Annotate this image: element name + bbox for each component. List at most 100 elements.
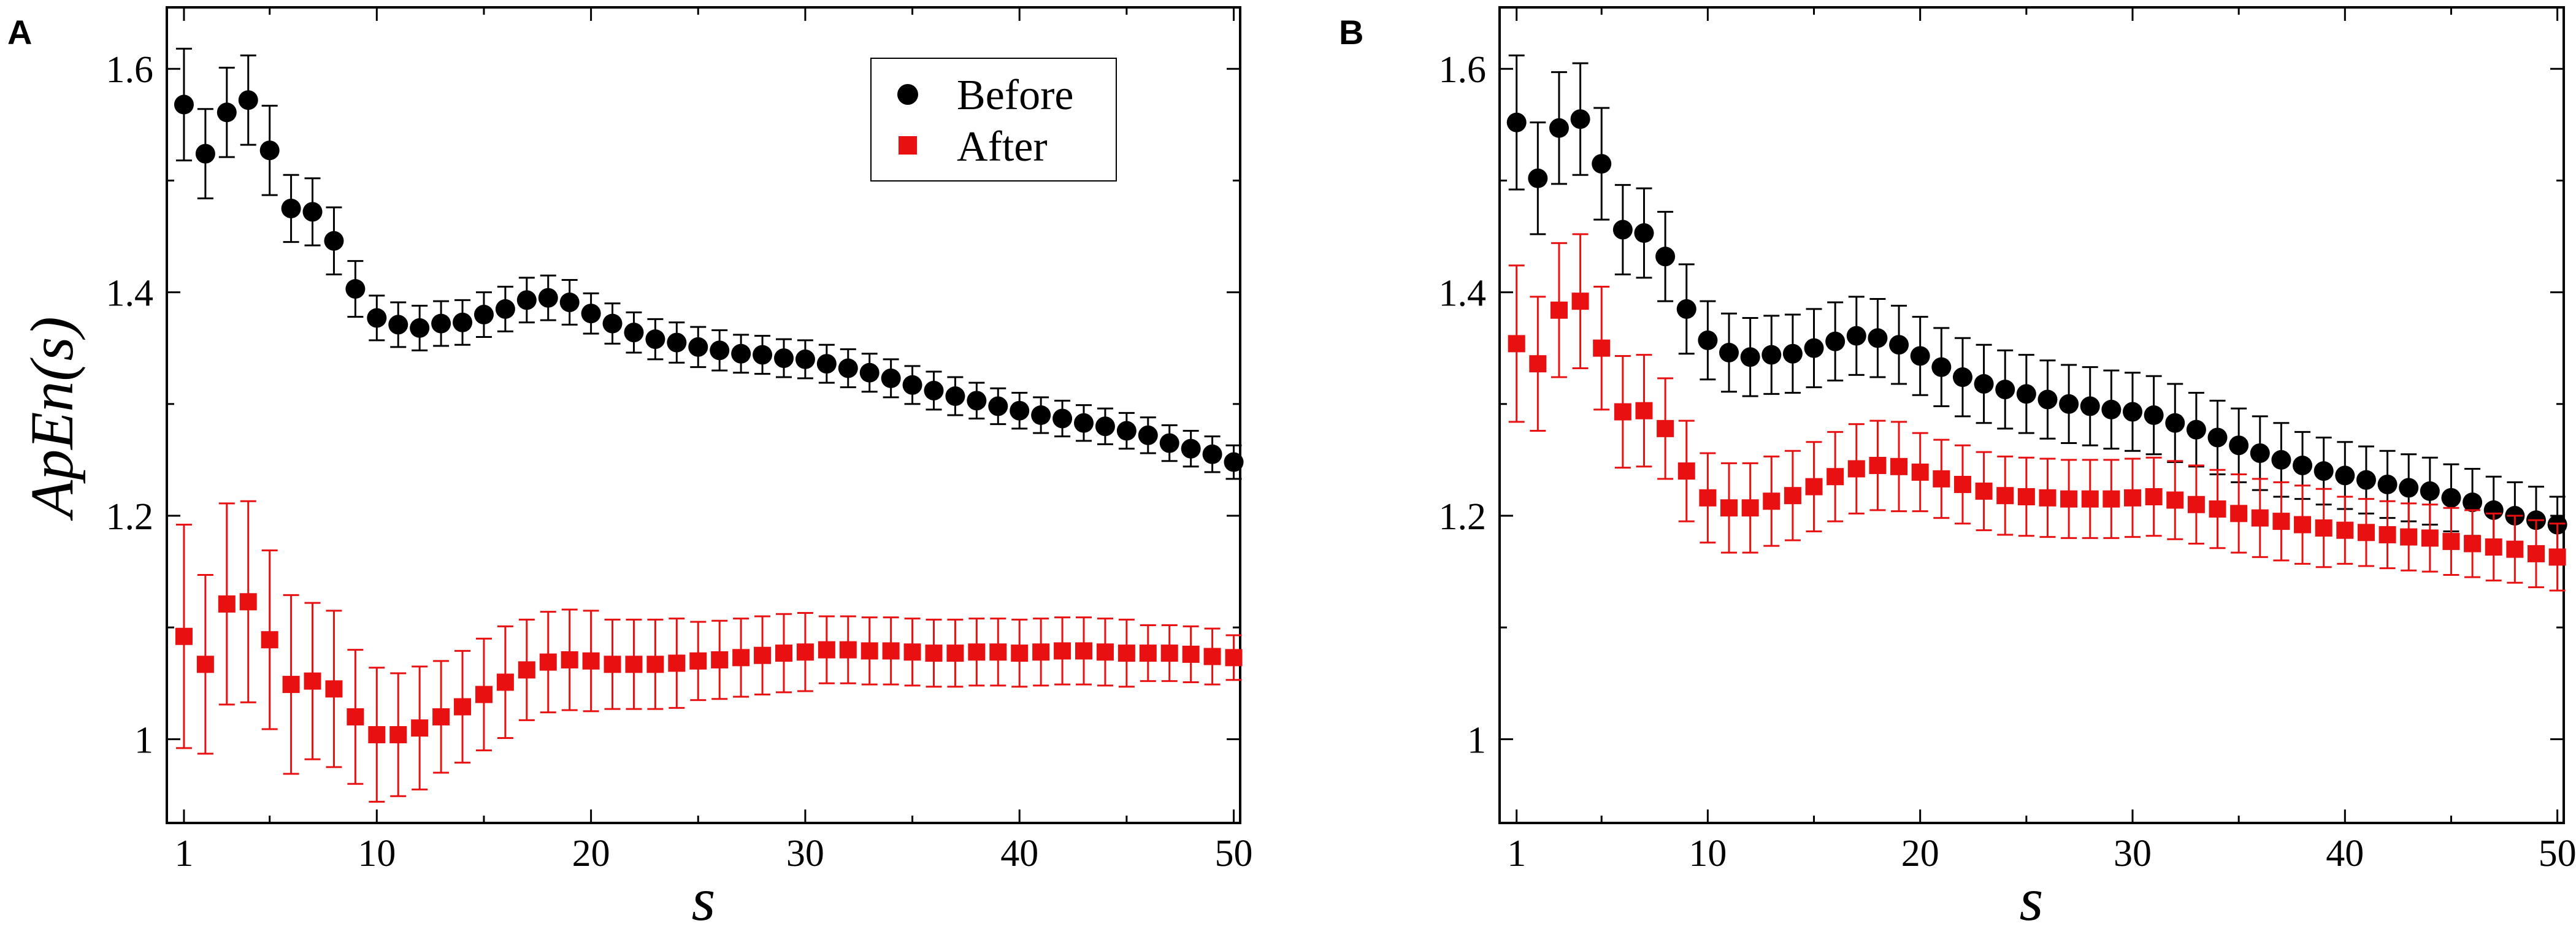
point-before xyxy=(795,349,815,369)
point-before xyxy=(302,202,323,222)
panel-label-b: B xyxy=(1339,13,1363,52)
point-after xyxy=(1699,489,1717,507)
point-after xyxy=(1911,463,1929,481)
point-after xyxy=(1827,468,1844,486)
point-before xyxy=(1740,347,1760,367)
point-before xyxy=(1224,452,1244,472)
point-before xyxy=(1592,154,1612,174)
point-before xyxy=(624,323,644,343)
point-before xyxy=(1952,367,1972,388)
point-after xyxy=(2081,490,2099,508)
panel-label-a: A xyxy=(7,13,32,52)
point-after xyxy=(796,643,814,661)
x-tick-label: 10 xyxy=(1689,833,1727,874)
series-after xyxy=(175,500,1243,803)
point-after xyxy=(1054,642,1071,660)
point-before xyxy=(195,143,215,164)
point-before xyxy=(2399,478,2419,498)
point-before xyxy=(667,332,687,353)
point-after xyxy=(689,652,707,670)
point-before xyxy=(1074,413,1094,433)
legend-after-label: After xyxy=(957,123,1048,170)
point-before xyxy=(1116,421,1137,441)
point-before xyxy=(1612,220,1633,240)
point-before xyxy=(2059,394,2079,414)
point-before xyxy=(1655,247,1676,267)
point-after xyxy=(2294,516,2312,534)
point-before xyxy=(967,391,987,411)
point-before xyxy=(602,313,623,334)
point-after xyxy=(1032,643,1050,661)
point-after xyxy=(604,656,621,673)
point-after xyxy=(2123,489,2141,507)
point-after xyxy=(325,680,343,698)
point-before xyxy=(1846,326,1866,346)
point-before xyxy=(2271,450,2291,470)
point-after xyxy=(561,651,578,668)
point-before xyxy=(345,279,366,299)
point-before xyxy=(1698,330,1718,350)
y-tick-label: 1 xyxy=(134,719,153,761)
point-after xyxy=(432,708,450,725)
point-after xyxy=(1996,487,2014,505)
point-after xyxy=(2464,535,2482,553)
point-after xyxy=(175,627,193,645)
point-after xyxy=(989,643,1007,661)
point-after xyxy=(925,645,943,662)
x-tick-label: 30 xyxy=(786,833,824,874)
point-before xyxy=(538,288,558,308)
plot-frame-b xyxy=(1498,6,2565,824)
point-before xyxy=(453,312,473,332)
point-after xyxy=(282,676,300,694)
point-before xyxy=(1974,373,1994,394)
point-after xyxy=(1139,645,1157,662)
point-before xyxy=(1138,425,1158,445)
point-after xyxy=(1975,482,1993,500)
legend-before-label: Before xyxy=(957,72,1073,119)
point-after xyxy=(1508,335,1525,353)
point-before xyxy=(1528,168,1548,188)
point-after xyxy=(196,656,214,673)
point-before xyxy=(2377,474,2398,494)
point-after xyxy=(903,643,921,661)
series-before xyxy=(1506,54,2567,555)
point-before xyxy=(2463,492,2483,513)
x-tick-label: 40 xyxy=(1000,833,1038,874)
series-before xyxy=(174,47,1244,480)
point-before xyxy=(881,368,901,388)
point-before xyxy=(281,198,301,218)
legend-before-marker xyxy=(897,84,918,105)
x-tick-label: 10 xyxy=(358,833,396,874)
point-after xyxy=(496,673,514,691)
point-before xyxy=(1825,331,1846,351)
point-before xyxy=(1181,438,1201,459)
point-before xyxy=(1761,345,1782,365)
point-after xyxy=(2017,488,2035,505)
point-before xyxy=(2165,413,2185,433)
plot-area-b: 1 10 20 30 40 50 1 1.2 1.4 1.6 xyxy=(1439,7,2576,874)
point-after xyxy=(1784,487,1801,505)
point-before xyxy=(2229,435,2249,456)
point-before xyxy=(1910,346,1930,366)
ticks: 1 10 20 30 40 50 1 1.2 1.4 1.6 xyxy=(1439,7,2576,874)
legend: Before After xyxy=(870,58,1117,182)
point-before xyxy=(2122,402,2142,422)
point-before xyxy=(238,90,258,110)
point-after xyxy=(1225,649,1243,667)
point-after xyxy=(1075,642,1093,660)
point-after xyxy=(582,652,600,670)
point-before xyxy=(2080,396,2100,416)
point-before xyxy=(753,345,773,365)
point-after xyxy=(861,642,878,660)
point-after xyxy=(1096,643,1114,661)
point-after xyxy=(1593,339,1611,357)
point-after xyxy=(1657,419,1674,437)
point-before xyxy=(1052,408,1073,429)
point-before xyxy=(2420,481,2440,501)
y-tick-label: 1.4 xyxy=(1439,273,1487,315)
x-axis-title-a: s xyxy=(692,865,716,926)
point-after xyxy=(2548,548,2566,566)
point-before xyxy=(1889,335,1909,355)
point-before xyxy=(1202,444,1222,464)
